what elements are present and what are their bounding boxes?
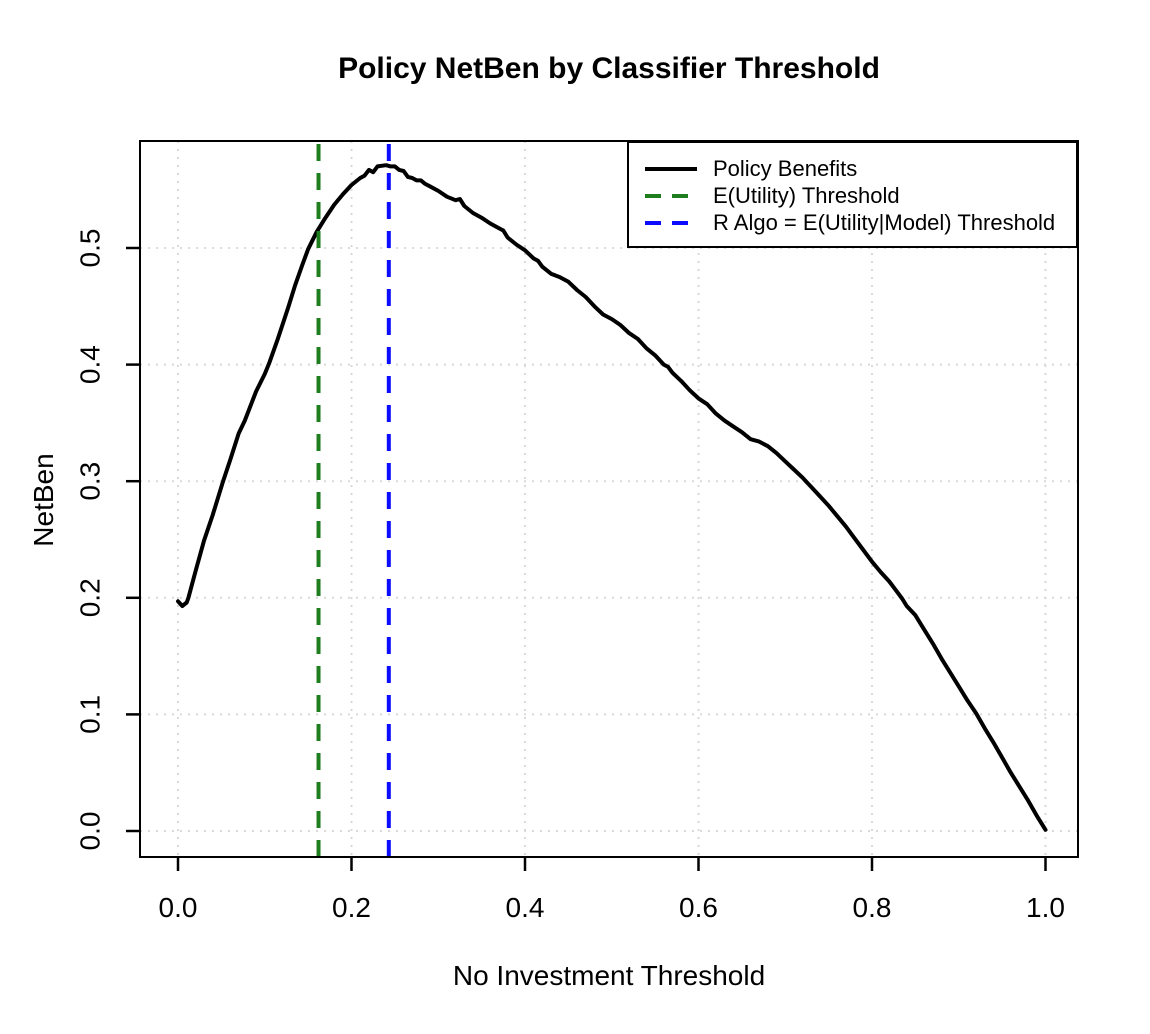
green-dashed-line-icon xyxy=(645,193,697,198)
y-tick-label: 0.0 xyxy=(75,812,106,851)
y-tick-label: 0.1 xyxy=(75,695,106,734)
x-tick-label: 1.0 xyxy=(1026,892,1065,923)
y-tick-label: 0.4 xyxy=(75,345,106,384)
x-tick-label: 0.6 xyxy=(679,892,718,923)
y-tick-label: 0.2 xyxy=(75,578,106,617)
legend-item-ralgo-threshold: R Algo = E(Utility|Model) Threshold xyxy=(629,209,1076,236)
legend-label: E(Utility) Threshold xyxy=(713,182,900,208)
blue-dashed-line-icon xyxy=(645,220,697,225)
x-tick-label: 0.0 xyxy=(159,892,198,923)
solid-line-icon xyxy=(645,166,697,171)
y-tick-label: 0.5 xyxy=(75,229,106,268)
legend-label: R Algo = E(Utility|Model) Threshold xyxy=(713,209,1056,235)
x-tick-label: 0.4 xyxy=(506,892,545,923)
tick-layer: 0.0 0.2 0.4 0.6 0.8 1.0 0.0 0.1 0.2 0.3 0.4 0.5 xyxy=(75,229,1065,923)
x-axis-title: No Investment Threshold xyxy=(452,960,766,991)
grid-layer xyxy=(140,141,1078,857)
legend-item-policy-benefits: Policy Benefits xyxy=(629,155,1076,182)
policy-benefits-curve-layer xyxy=(176,163,1048,832)
x-tick-label: 0.8 xyxy=(853,892,892,923)
plot-border xyxy=(139,140,1079,858)
x-tick-label: 0.2 xyxy=(332,892,371,923)
threshold-lines-layer xyxy=(316,143,391,857)
legend-item-eutility-threshold: E(Utility) Threshold xyxy=(629,182,1076,209)
legend: Policy Benefits E(Utility) Threshold R A… xyxy=(627,141,1078,248)
chart-title: Policy NetBen by Classifier Threshold xyxy=(338,52,880,85)
y-tick-label: 0.3 xyxy=(75,462,106,501)
policy-benefits-curve xyxy=(176,163,1048,832)
y-axis-title: NetBen xyxy=(28,453,59,547)
legend-label: Policy Benefits xyxy=(713,155,858,181)
